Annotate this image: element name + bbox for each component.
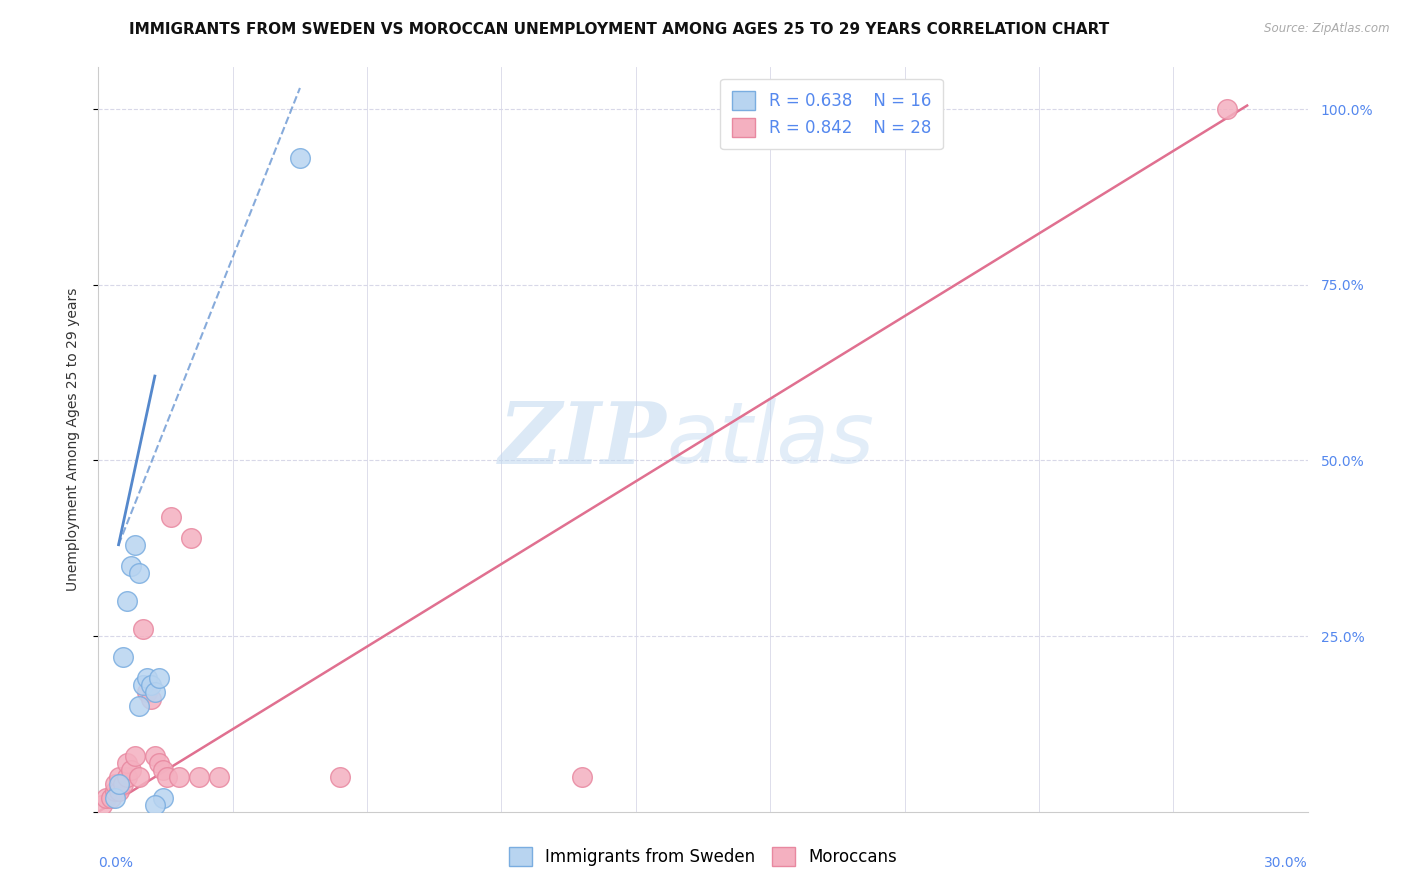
- Point: [100, 790, 122, 805]
- Legend: Immigrants from Sweden, Moroccans: Immigrants from Sweden, Moroccans: [502, 840, 904, 873]
- Point: [96, 790, 118, 805]
- Point: [148, 671, 170, 685]
- Point: [156, 770, 179, 784]
- Point: [188, 770, 211, 784]
- Point: [91, 797, 114, 812]
- Point: [128, 566, 150, 580]
- Point: [135, 685, 157, 699]
- Point: [120, 558, 142, 573]
- Point: [152, 790, 174, 805]
- Point: [160, 509, 183, 524]
- Point: [111, 776, 134, 790]
- Point: [135, 671, 157, 685]
- Legend: R = 0.638    N = 16, R = 0.842    N = 28: R = 0.638 N = 16, R = 0.842 N = 28: [720, 79, 942, 149]
- Text: IMMIGRANTS FROM SWEDEN VS MOROCCAN UNEMPLOYMENT AMONG AGES 25 TO 29 YEARS CORREL: IMMIGRANTS FROM SWEDEN VS MOROCCAN UNEMP…: [128, 22, 1109, 37]
- Point: [107, 770, 129, 784]
- Point: [132, 622, 155, 636]
- Y-axis label: Unemployment Among Ages 25 to 29 years: Unemployment Among Ages 25 to 29 years: [66, 287, 80, 591]
- Point: [124, 748, 146, 763]
- Text: atlas: atlas: [666, 398, 875, 481]
- Point: [111, 650, 134, 665]
- Point: [143, 797, 166, 812]
- Text: 30.0%: 30.0%: [1264, 856, 1308, 871]
- Point: [115, 594, 138, 608]
- Point: [124, 538, 146, 552]
- Point: [115, 770, 138, 784]
- Point: [152, 763, 174, 777]
- Point: [139, 692, 162, 706]
- Point: [571, 770, 593, 784]
- Point: [103, 790, 125, 805]
- Point: [128, 770, 150, 784]
- Point: [1216, 102, 1239, 116]
- Point: [167, 770, 190, 784]
- Point: [143, 748, 166, 763]
- Text: Source: ZipAtlas.com: Source: ZipAtlas.com: [1264, 22, 1389, 36]
- Point: [288, 151, 311, 165]
- Point: [107, 776, 129, 790]
- Point: [180, 531, 202, 545]
- Point: [143, 685, 166, 699]
- Point: [120, 763, 142, 777]
- Point: [132, 678, 155, 692]
- Point: [103, 783, 125, 797]
- Text: 0.0%: 0.0%: [98, 856, 134, 871]
- Point: [148, 756, 170, 770]
- Point: [115, 756, 138, 770]
- Point: [329, 770, 352, 784]
- Point: [139, 678, 162, 692]
- Point: [103, 776, 125, 790]
- Text: ZIP: ZIP: [499, 398, 666, 481]
- Point: [128, 699, 150, 714]
- Point: [208, 770, 231, 784]
- Point: [107, 783, 129, 797]
